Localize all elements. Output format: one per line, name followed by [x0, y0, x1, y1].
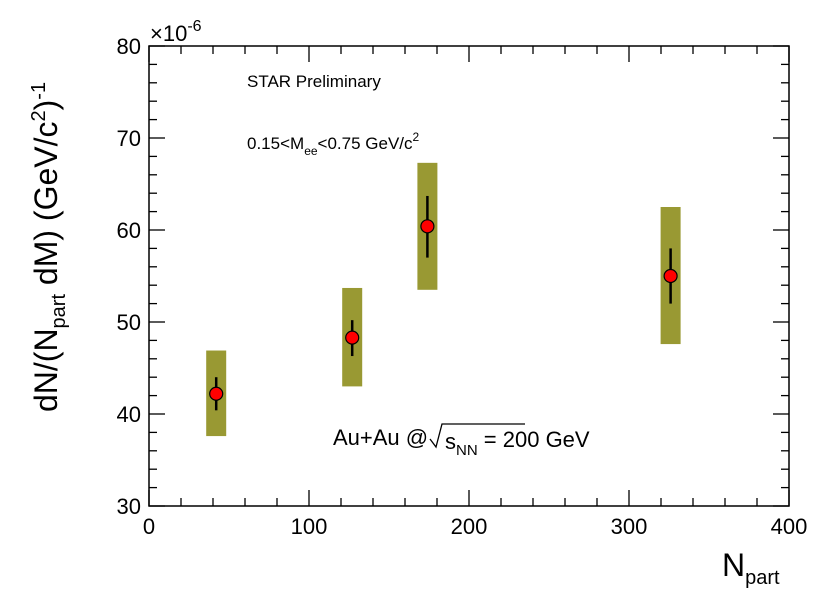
y-tick-label: 40 — [117, 402, 141, 427]
y-multiplier: ×10-6 — [150, 18, 202, 46]
x-tick-label: 200 — [451, 514, 488, 539]
mass-range-label: 0.15<Mee<0.75 GeV/c2 — [247, 130, 420, 158]
x-axis-title: Npart — [722, 547, 780, 589]
data-point-marker — [209, 386, 224, 401]
y-tick-label: 80 — [117, 34, 141, 59]
preliminary-label: STAR Preliminary — [247, 72, 381, 91]
y-axis-title: dN/(Npart dM) (GeV/c2)-1 — [28, 82, 70, 412]
axis-ticks — [148, 45, 790, 507]
data-point-marker — [420, 219, 435, 234]
x-tick-label: 400 — [771, 514, 808, 539]
svg-text:Au+Au @: Au+Au @ — [333, 425, 428, 450]
system-energy-label: sNN = 200 GeV — [445, 427, 590, 459]
x-tick-label: 300 — [611, 514, 648, 539]
x-tick-label: 100 — [291, 514, 328, 539]
y-tick-label: 50 — [117, 310, 141, 335]
data-points — [206, 162, 681, 437]
plot-frame — [148, 45, 790, 507]
y-tick-labels: 30 40 50 60 70 80 — [117, 34, 141, 519]
y-tick-label: 70 — [117, 126, 141, 151]
x-tick-labels: 0 100 200 300 400 — [143, 514, 807, 539]
data-point-marker — [345, 330, 360, 345]
y-tick-label: 30 — [117, 494, 141, 519]
x-tick-label: 0 — [143, 514, 155, 539]
sqrt-symbol — [429, 423, 525, 449]
data-point-marker — [663, 268, 678, 284]
collision-system-label: Au+Au @ sNN = 200 GeV — [333, 423, 590, 459]
y-tick-label: 60 — [117, 218, 141, 243]
